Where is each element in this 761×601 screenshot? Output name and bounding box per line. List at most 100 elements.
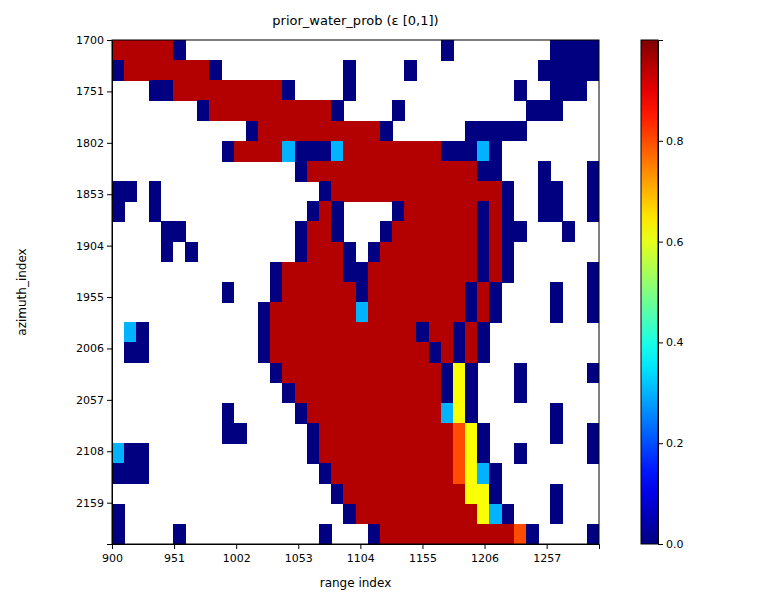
cell xyxy=(392,463,405,484)
cell xyxy=(197,60,210,81)
cell xyxy=(185,80,198,101)
cell xyxy=(465,302,478,323)
cell xyxy=(453,443,466,464)
cell xyxy=(185,60,198,81)
cell xyxy=(368,322,381,343)
cell xyxy=(380,484,393,505)
cell xyxy=(514,443,527,464)
y-tick: 2108 xyxy=(76,445,112,458)
cell xyxy=(356,141,369,162)
cell xyxy=(380,423,393,444)
cell xyxy=(295,302,308,323)
cell xyxy=(380,282,393,303)
cell xyxy=(502,504,515,525)
cell xyxy=(465,383,478,404)
cell xyxy=(453,504,466,525)
plot-background xyxy=(112,40,599,544)
cell xyxy=(502,181,515,202)
cell xyxy=(343,242,356,263)
x-tick: 1104 xyxy=(347,544,375,565)
cell xyxy=(587,423,599,444)
cell xyxy=(429,322,442,343)
cell xyxy=(477,242,490,263)
cell xyxy=(429,161,442,182)
cell xyxy=(453,463,466,484)
cell xyxy=(550,504,563,525)
cell xyxy=(124,342,137,363)
cell xyxy=(319,100,332,121)
cell xyxy=(538,201,551,222)
cell xyxy=(465,504,478,525)
cell xyxy=(356,463,369,484)
cell xyxy=(331,342,344,363)
cell xyxy=(295,403,308,424)
cell xyxy=(526,100,539,121)
cell xyxy=(404,201,417,222)
cell xyxy=(270,262,283,283)
cell xyxy=(429,221,442,242)
cell xyxy=(429,181,442,202)
cell xyxy=(331,423,344,444)
cell xyxy=(587,262,599,283)
cell xyxy=(319,403,332,424)
cell xyxy=(295,221,308,242)
cell xyxy=(453,141,466,162)
cell xyxy=(307,403,320,424)
cell xyxy=(477,423,490,444)
cell xyxy=(368,342,381,363)
cell xyxy=(392,161,405,182)
cell xyxy=(404,484,417,505)
cell xyxy=(392,282,405,303)
cell xyxy=(356,262,369,283)
cell xyxy=(161,242,174,263)
cell xyxy=(124,463,137,484)
cell xyxy=(392,342,405,363)
cell xyxy=(392,262,405,283)
cell xyxy=(331,383,344,404)
cell xyxy=(173,524,186,544)
cell xyxy=(441,141,454,162)
cell xyxy=(404,262,417,283)
cell xyxy=(331,100,344,121)
cell xyxy=(404,403,417,424)
cell xyxy=(331,221,344,242)
x-tick: 1206 xyxy=(471,544,499,565)
cell xyxy=(331,443,344,464)
cell xyxy=(282,302,295,323)
x-tick: 1155 xyxy=(409,544,437,565)
cell xyxy=(453,242,466,263)
cell xyxy=(465,322,478,343)
cell xyxy=(441,403,454,424)
cell xyxy=(416,262,429,283)
cell xyxy=(307,141,320,162)
y-tick-label: 1955 xyxy=(76,291,104,304)
cell xyxy=(222,423,235,444)
cell xyxy=(161,221,174,242)
x-tick-mark xyxy=(360,544,361,549)
cell xyxy=(392,100,405,121)
cell xyxy=(282,363,295,384)
cell xyxy=(343,383,356,404)
cell xyxy=(441,463,454,484)
cell xyxy=(392,443,405,464)
cell xyxy=(465,201,478,222)
cell xyxy=(368,484,381,505)
cell xyxy=(368,262,381,283)
x-tick-mark xyxy=(236,544,237,549)
cell xyxy=(416,242,429,263)
cell xyxy=(416,161,429,182)
cell xyxy=(331,403,344,424)
cell xyxy=(112,504,125,525)
cell xyxy=(331,161,344,182)
cell xyxy=(404,363,417,384)
cell xyxy=(514,80,527,101)
cell xyxy=(489,161,502,182)
cell xyxy=(319,181,332,202)
cell xyxy=(429,302,442,323)
cell xyxy=(404,322,417,343)
cell xyxy=(404,221,417,242)
cell xyxy=(562,80,575,101)
cell xyxy=(343,403,356,424)
cell xyxy=(368,403,381,424)
y-tick-mark xyxy=(107,503,112,504)
